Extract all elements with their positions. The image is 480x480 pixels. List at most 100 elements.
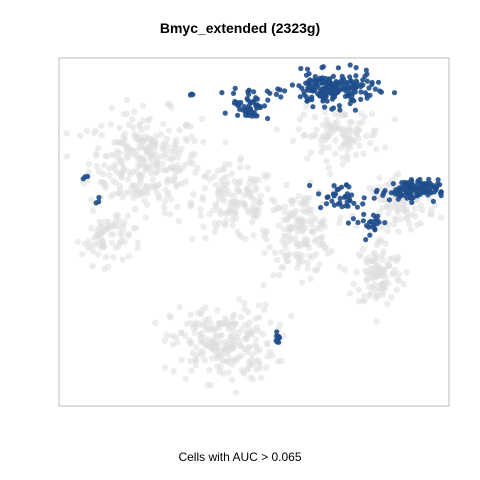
- background-cell-point: [63, 153, 70, 160]
- background-cell-point: [355, 286, 362, 293]
- background-cell-point: [395, 270, 402, 277]
- background-cell-point: [294, 264, 301, 271]
- background-cell-point: [215, 207, 223, 214]
- highlighted-cell-point: [346, 84, 352, 90]
- highlighted-cell-point: [96, 194, 102, 201]
- background-cell-point: [189, 235, 196, 243]
- highlighted-cell-point: [336, 186, 342, 192]
- background-cell-point: [191, 137, 198, 145]
- background-cell-point: [252, 315, 259, 322]
- highlighted-cell-point: [431, 189, 437, 195]
- background-cell-point: [120, 227, 127, 234]
- highlighted-cell-point: [251, 89, 257, 95]
- chart-title: Bmyc_extended (2323g): [159, 20, 321, 36]
- background-cell-point: [275, 358, 282, 365]
- highlighted-cell-point: [298, 65, 304, 72]
- background-cell-point: [130, 194, 137, 202]
- background-cell-point: [307, 275, 314, 282]
- background-cell-point: [199, 349, 207, 356]
- background-cell-point: [400, 201, 407, 208]
- background-cell-point: [119, 256, 127, 263]
- background-cell-point: [243, 187, 251, 194]
- background-cell-point: [264, 185, 271, 192]
- background-cell-point: [190, 191, 197, 198]
- background-cell-point: [298, 279, 306, 286]
- background-cell-point: [206, 366, 213, 374]
- background-cell-point: [300, 194, 308, 202]
- background-cell-point: [176, 127, 183, 134]
- background-cell-point: [114, 148, 121, 155]
- background-cell-point: [134, 147, 141, 154]
- background-cell-point: [297, 200, 304, 207]
- background-cell-point: [307, 133, 314, 141]
- background-cell-point: [438, 214, 445, 221]
- highlighted-cell-point: [96, 199, 102, 205]
- background-cell-point: [308, 221, 315, 228]
- background-cell-point: [306, 244, 313, 251]
- background-cell-point: [226, 161, 233, 168]
- background-cell-point: [253, 348, 261, 355]
- background-cell-point: [101, 180, 108, 187]
- highlighted-points-group: [80, 62, 444, 345]
- highlighted-cell-point: [274, 339, 280, 345]
- highlighted-cell-point: [248, 100, 254, 106]
- background-cell-point: [292, 250, 299, 258]
- background-cell-point: [178, 356, 185, 364]
- background-cell-point: [136, 123, 143, 130]
- highlighted-cell-point: [347, 62, 353, 68]
- highlighted-cell-point: [345, 203, 351, 209]
- background-cell-point: [249, 218, 256, 226]
- background-cell-point: [182, 135, 189, 142]
- background-cell-point: [193, 357, 200, 364]
- background-cell-point: [332, 150, 339, 157]
- background-cell-point: [224, 351, 232, 358]
- background-cell-point: [125, 253, 133, 260]
- background-cell-point: [118, 232, 125, 240]
- background-cell-point: [168, 104, 175, 111]
- background-cell-point: [242, 235, 249, 243]
- background-cell-point: [123, 96, 131, 104]
- background-cell-point: [214, 307, 221, 314]
- highlighted-cell-point: [413, 185, 419, 191]
- background-cell-point: [110, 253, 117, 261]
- background-cell-point: [241, 299, 248, 307]
- background-cell-point: [123, 110, 130, 118]
- highlighted-cell-point: [304, 66, 311, 72]
- background-cell-point: [384, 227, 391, 234]
- background-cell-point: [393, 286, 400, 293]
- background-cell-point: [361, 297, 368, 305]
- highlighted-cell-point: [337, 107, 343, 113]
- background-cell-point: [153, 169, 160, 176]
- background-cell-point: [296, 116, 304, 123]
- background-cell-point: [255, 327, 262, 335]
- background-cell-point: [85, 238, 92, 245]
- background-cell-point: [245, 344, 252, 351]
- background-cell-point: [370, 250, 378, 257]
- background-cell-point: [316, 261, 323, 268]
- highlighted-cell-point: [246, 87, 252, 93]
- background-cell-point: [144, 201, 151, 208]
- background-cell-point: [115, 189, 123, 197]
- background-cell-point: [376, 264, 383, 271]
- highlighted-cell-point: [360, 201, 366, 207]
- background-cell-point: [371, 131, 378, 139]
- background-cell-point: [381, 144, 389, 151]
- background-cell-point: [163, 135, 170, 142]
- background-cell-point: [101, 265, 108, 272]
- background-cell-point: [118, 170, 126, 177]
- background-cell-point: [376, 174, 383, 182]
- highlighted-cell-point: [222, 110, 228, 116]
- background-cell-point: [224, 359, 232, 366]
- highlighted-cell-point: [355, 219, 361, 226]
- background-cell-point: [235, 330, 242, 337]
- background-cell-point: [322, 108, 329, 116]
- background-cell-point: [350, 280, 357, 288]
- background-cell-point: [225, 369, 232, 376]
- background-cell-point: [288, 312, 295, 320]
- highlighted-cell-point: [363, 67, 369, 73]
- background-cell-point: [312, 132, 319, 139]
- background-cell-point: [209, 355, 216, 362]
- background-cell-point: [237, 155, 245, 162]
- background-cell-point: [247, 374, 254, 381]
- background-cell-point: [228, 170, 235, 177]
